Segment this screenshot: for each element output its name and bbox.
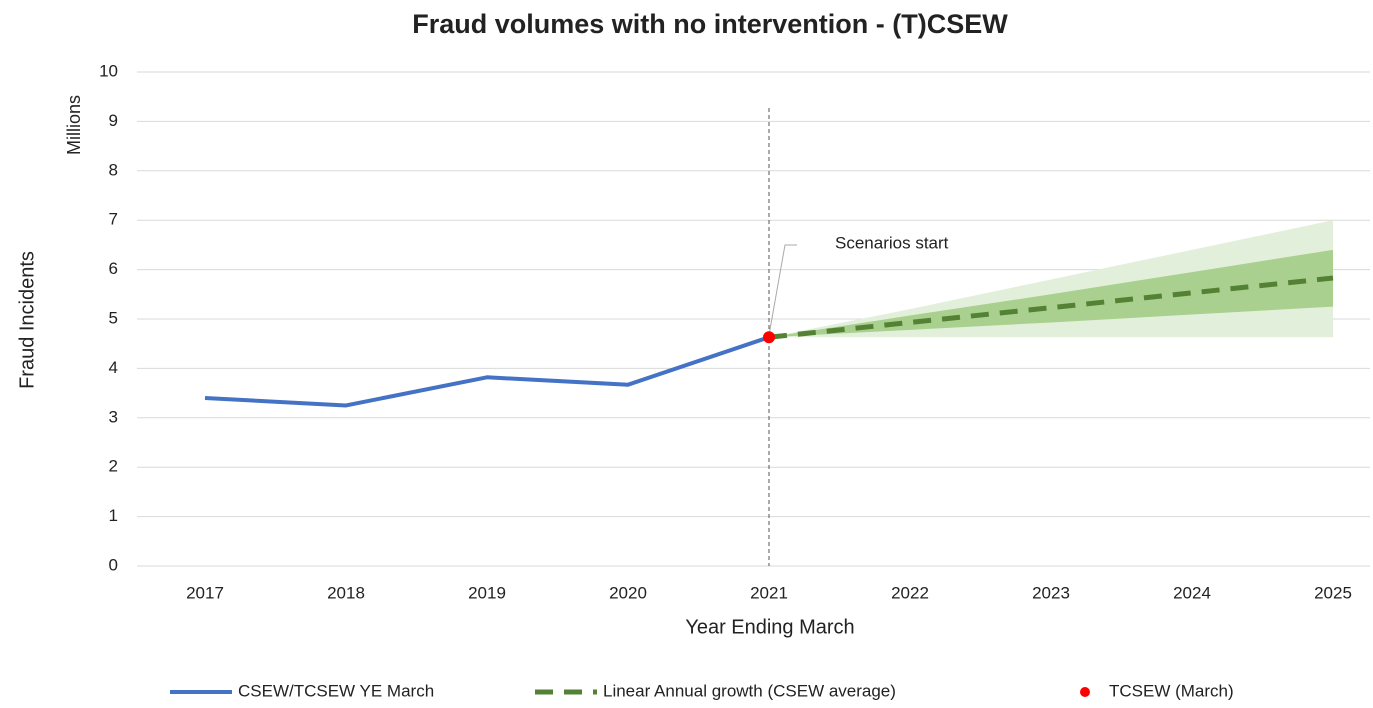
- x-tick-label: 2017: [186, 583, 224, 602]
- data-point: [763, 331, 775, 344]
- legend-symbol: [1080, 687, 1090, 697]
- y-tick-label: 5: [109, 308, 118, 327]
- legend-label: TCSEW (March): [1109, 681, 1234, 700]
- y-tick-label: 8: [109, 160, 118, 179]
- x-tick-label: 2022: [891, 583, 929, 602]
- y-tick-label: 1: [109, 506, 118, 525]
- y-tick-label: 2: [109, 457, 118, 476]
- y-tick-label: 9: [109, 111, 118, 130]
- x-tick-label: 2019: [468, 583, 506, 602]
- chart-title: Fraud volumes with no intervention - (T)…: [412, 9, 1008, 39]
- x-tick-label: 2021: [750, 583, 788, 602]
- y-tick-label: 10: [99, 61, 118, 80]
- plot: Scenarios start: [204, 108, 1334, 566]
- x-tick-label: 2023: [1032, 583, 1070, 602]
- series-line: [768, 275, 1334, 340]
- x-tick-label: 2018: [327, 583, 365, 602]
- uncertainty-band: [769, 249, 1333, 338]
- series-line: [204, 335, 770, 408]
- x-tick-label: 2020: [609, 583, 647, 602]
- y-axis-label: Fraud Incidents: [16, 251, 38, 389]
- annotation: Scenarios start: [835, 233, 949, 252]
- x-axis-label: Year Ending March: [685, 616, 854, 638]
- annotation-leader: [768, 244, 797, 336]
- y-tick-label: 6: [109, 259, 118, 278]
- legend-label: CSEW/TCSEW YE March: [238, 681, 434, 700]
- x-tick-label: 2024: [1173, 583, 1211, 602]
- y-tick-label: 7: [109, 210, 118, 229]
- y-tick-label: 3: [109, 407, 118, 426]
- y-tick-label: 4: [109, 358, 118, 377]
- y-tick-label: 0: [109, 555, 118, 574]
- legend: CSEW/TCSEW YE March Linear Annual growth …: [170, 681, 1234, 700]
- y-unit-label: Millions: [64, 95, 84, 155]
- bands: [769, 220, 1333, 338]
- legend-label: Linear Annual growth (CSEW average): [603, 681, 896, 700]
- x-tick-label: 2025: [1314, 583, 1352, 602]
- grid: 0 1 2 3 4 5 6 7 8 9 10 2017 2018 2019 2020 2021 2022 2023…: [99, 61, 1370, 602]
